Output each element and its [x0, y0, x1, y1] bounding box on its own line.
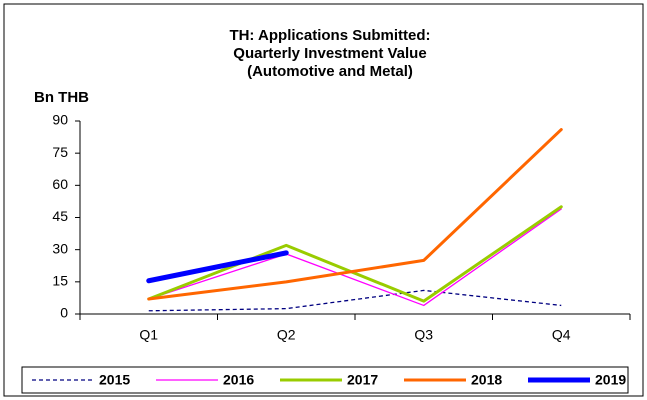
y-tick-label: 0 — [60, 305, 68, 321]
legend-label: 2018 — [471, 372, 502, 388]
legend-label: 2017 — [347, 372, 378, 388]
legend-label: 2015 — [99, 372, 130, 388]
chart-border — [3, 3, 644, 397]
chart-title: TH: Applications Submitted: — [229, 27, 430, 44]
x-tick-label: Q1 — [139, 327, 158, 343]
y-axis-label: Bn THB — [34, 89, 89, 106]
line-series — [148, 289, 562, 312]
y-tick-label: 45 — [52, 208, 68, 224]
y-tick-label: 75 — [52, 144, 68, 160]
legend-label: 2019 — [595, 372, 626, 388]
y-tick-label: 60 — [52, 176, 68, 192]
line-series — [147, 128, 563, 301]
x-tick-label: Q3 — [414, 327, 433, 343]
line-series — [146, 250, 289, 284]
y-tick-label: 90 — [52, 112, 68, 128]
x-tick-label: Q2 — [277, 327, 296, 343]
y-tick-label: 15 — [52, 273, 68, 289]
y-tick-label: 30 — [52, 240, 68, 256]
line-series — [148, 208, 562, 307]
x-tick-label: Q4 — [552, 327, 571, 343]
legend-label: 2016 — [223, 372, 254, 388]
chart-title: (Automotive and Metal) — [247, 63, 413, 80]
line-series — [147, 205, 563, 303]
chart-title: Quarterly Investment Value — [233, 45, 426, 62]
